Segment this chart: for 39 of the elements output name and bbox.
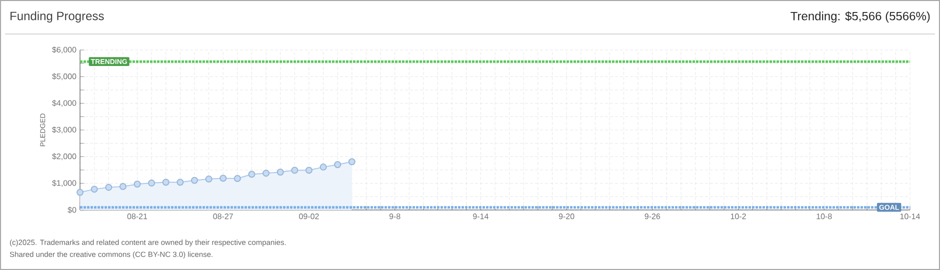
point <box>191 176 198 184</box>
y-tick-label: $1,000 <box>52 180 76 187</box>
y-tick-label: $2,000 <box>52 153 76 160</box>
point <box>119 183 126 190</box>
x-tick-label: 08-27 <box>213 214 233 220</box>
point <box>76 188 84 196</box>
x-tick-label: 09-02 <box>299 214 319 220</box>
point <box>105 184 112 191</box>
y-tick-label: $4,000 <box>52 100 76 107</box>
point <box>234 175 241 182</box>
point <box>220 174 227 182</box>
x-tick-label: 10-14 <box>900 214 920 220</box>
point <box>134 180 141 188</box>
point <box>334 161 342 168</box>
point <box>291 166 298 174</box>
chart-title: Funding Progress <box>10 11 104 23</box>
point <box>162 178 170 186</box>
point <box>90 186 98 193</box>
x-tick-label: 9-26 <box>644 214 660 220</box>
point <box>205 176 212 183</box>
point <box>348 158 356 166</box>
point <box>248 170 256 178</box>
chart-subtitle: Trending: $5,566 (5566%) <box>790 11 930 23</box>
x-tick-label: 10-2 <box>730 214 746 220</box>
y-tick-label: $5,000 <box>52 73 76 80</box>
x-tick-label: 9-20 <box>558 214 574 220</box>
point <box>148 180 156 187</box>
point <box>320 164 327 171</box>
y-tick-label: $3,000 <box>52 126 76 134</box>
point <box>262 170 270 177</box>
x-tick-label: 9-8 <box>389 214 400 220</box>
x-tick-label: 08-21 <box>127 214 148 220</box>
x-tick-label: 10-8 <box>816 214 832 220</box>
y-tick-label: $6,000 <box>52 46 76 54</box>
y-tick-label: $0 <box>68 206 76 214</box>
point <box>176 178 184 186</box>
point <box>276 168 284 176</box>
x-tick-label: 9-14 <box>473 214 488 220</box>
point <box>305 166 312 174</box>
